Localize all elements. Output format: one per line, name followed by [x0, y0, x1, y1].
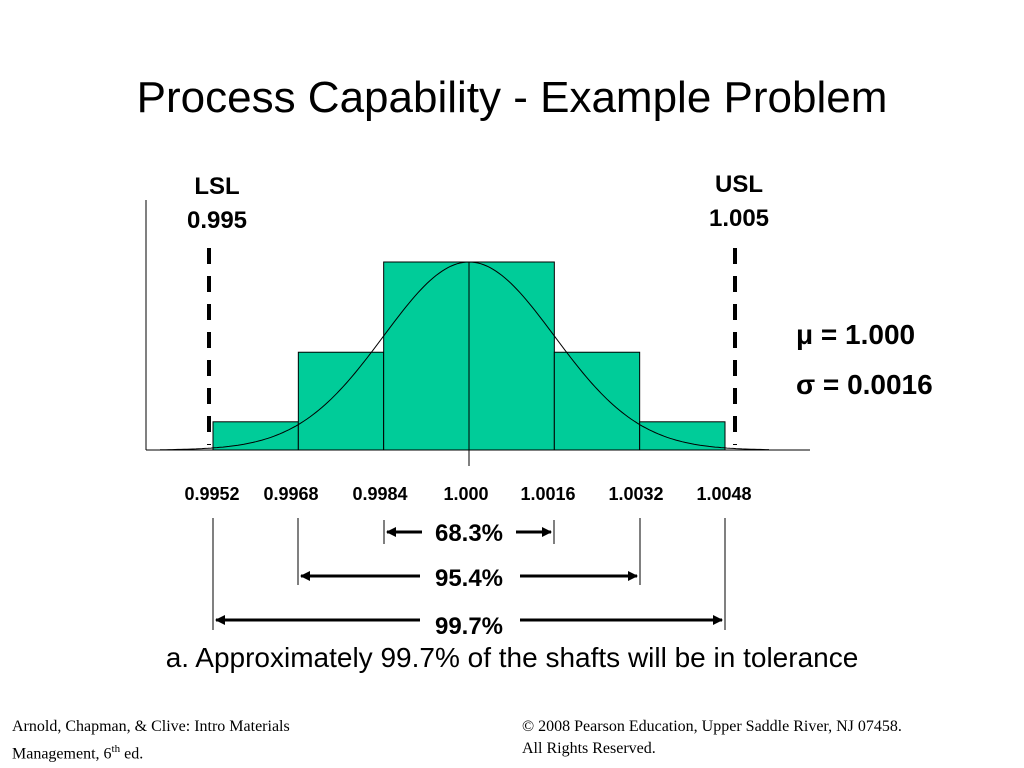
tick-label: 1.0016 [520, 484, 575, 504]
usl-value: 1.005 [709, 205, 769, 232]
conclusion-text: a. Approximately 99.7% of the shafts wil… [165, 642, 859, 673]
slide-title: Process Capability - Example Problem [136, 73, 888, 122]
mean-stat: μ = 1.000 [796, 319, 915, 350]
histogram-bar [468, 261, 555, 451]
range-label: 99.7% [435, 613, 503, 640]
range-label: 95.4% [435, 565, 503, 592]
tick-label: 0.9984 [352, 484, 407, 504]
footer-copyright: © 2008 Pearson Education, Upper Saddle R… [522, 716, 902, 760]
footer-citation-line2: Management, 6th ed. [12, 738, 290, 765]
lsl-value: 0.995 [187, 207, 247, 234]
tick-label: 0.9952 [184, 484, 239, 504]
footer-citation-line2-post: ed. [120, 745, 144, 763]
footer-copyright-line1: © 2008 Pearson Education, Upper Saddle R… [522, 718, 902, 735]
histogram-bar [383, 261, 470, 451]
footer-citation-line1: Arnold, Chapman, & Clive: Intro Material… [12, 718, 290, 735]
lsl-name: LSL [194, 173, 239, 200]
tick-label: 1.0032 [608, 484, 663, 504]
footer-copyright-line2: All Rights Reserved. [522, 740, 656, 757]
histogram-bar [639, 421, 726, 451]
histogram-bar [553, 351, 641, 451]
tick-labels: 0.9952 0.9968 0.9984 1.000 1.0016 1.0032… [184, 484, 751, 504]
range-68-3: 68.3% [386, 520, 552, 547]
normal-curve [160, 261, 769, 451]
range-label: 68.3% [435, 520, 503, 547]
footer-citation: Arnold, Chapman, & Clive: Intro Material… [12, 716, 290, 765]
sigma-stat: σ = 0.0016 [796, 369, 933, 400]
histogram-bars [212, 261, 726, 451]
tick-label: 0.9968 [263, 484, 318, 504]
footer-citation-line2-sup: th [111, 743, 121, 755]
tick-label: 1.0048 [696, 484, 751, 504]
usl-name: USL [715, 171, 763, 198]
range-99-7: 99.7% [215, 613, 723, 640]
footer-citation-line2-pre: Management, 6 [12, 745, 112, 763]
range-95-4: 95.4% [300, 565, 638, 592]
tick-label: 1.000 [443, 484, 488, 504]
histogram-bar [212, 421, 299, 451]
histogram-bar [297, 351, 385, 451]
